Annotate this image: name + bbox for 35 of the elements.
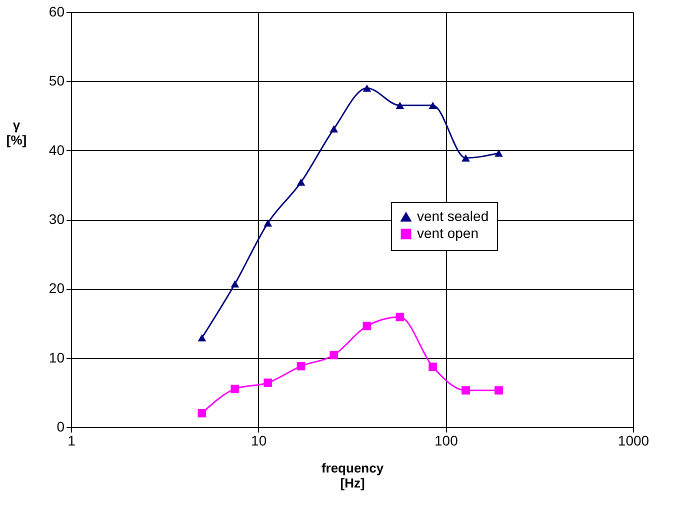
y-tick-label: 50 bbox=[48, 72, 65, 89]
point bbox=[230, 384, 240, 394]
point bbox=[330, 350, 338, 360]
point bbox=[264, 219, 272, 227]
y-tick-label: 10 bbox=[48, 349, 65, 366]
x-tick-label: 1000 bbox=[618, 432, 650, 448]
point bbox=[296, 178, 306, 186]
point bbox=[428, 362, 438, 372]
point bbox=[198, 408, 206, 418]
point bbox=[198, 334, 206, 342]
point bbox=[362, 84, 372, 92]
y-tick-label: 30 bbox=[48, 211, 65, 227]
point bbox=[396, 312, 404, 322]
point bbox=[230, 280, 240, 288]
y-tick-label: 20 bbox=[48, 280, 65, 296]
point bbox=[462, 154, 470, 162]
point bbox=[296, 362, 306, 370]
point bbox=[494, 386, 503, 395]
point bbox=[330, 125, 338, 133]
point bbox=[494, 149, 503, 157]
point bbox=[462, 386, 470, 395]
legend-label: vent open bbox=[417, 225, 478, 241]
point bbox=[264, 378, 272, 387]
y-tick-label: 0 bbox=[56, 418, 65, 434]
x-axis-title: frequency [Hz] bbox=[321, 460, 384, 490]
legend-label: vent sealed bbox=[417, 208, 489, 224]
y-axis-title: γ [%] bbox=[6, 118, 27, 148]
point bbox=[428, 102, 438, 109]
point bbox=[362, 322, 372, 330]
y-tick-label: 40 bbox=[48, 142, 65, 158]
x-tick-label: 10 bbox=[251, 432, 267, 448]
x-tick-label: 1 bbox=[68, 432, 76, 448]
point bbox=[396, 102, 404, 109]
x-tick-label: 100 bbox=[434, 432, 458, 448]
y-tick-label: 60 bbox=[48, 4, 65, 20]
